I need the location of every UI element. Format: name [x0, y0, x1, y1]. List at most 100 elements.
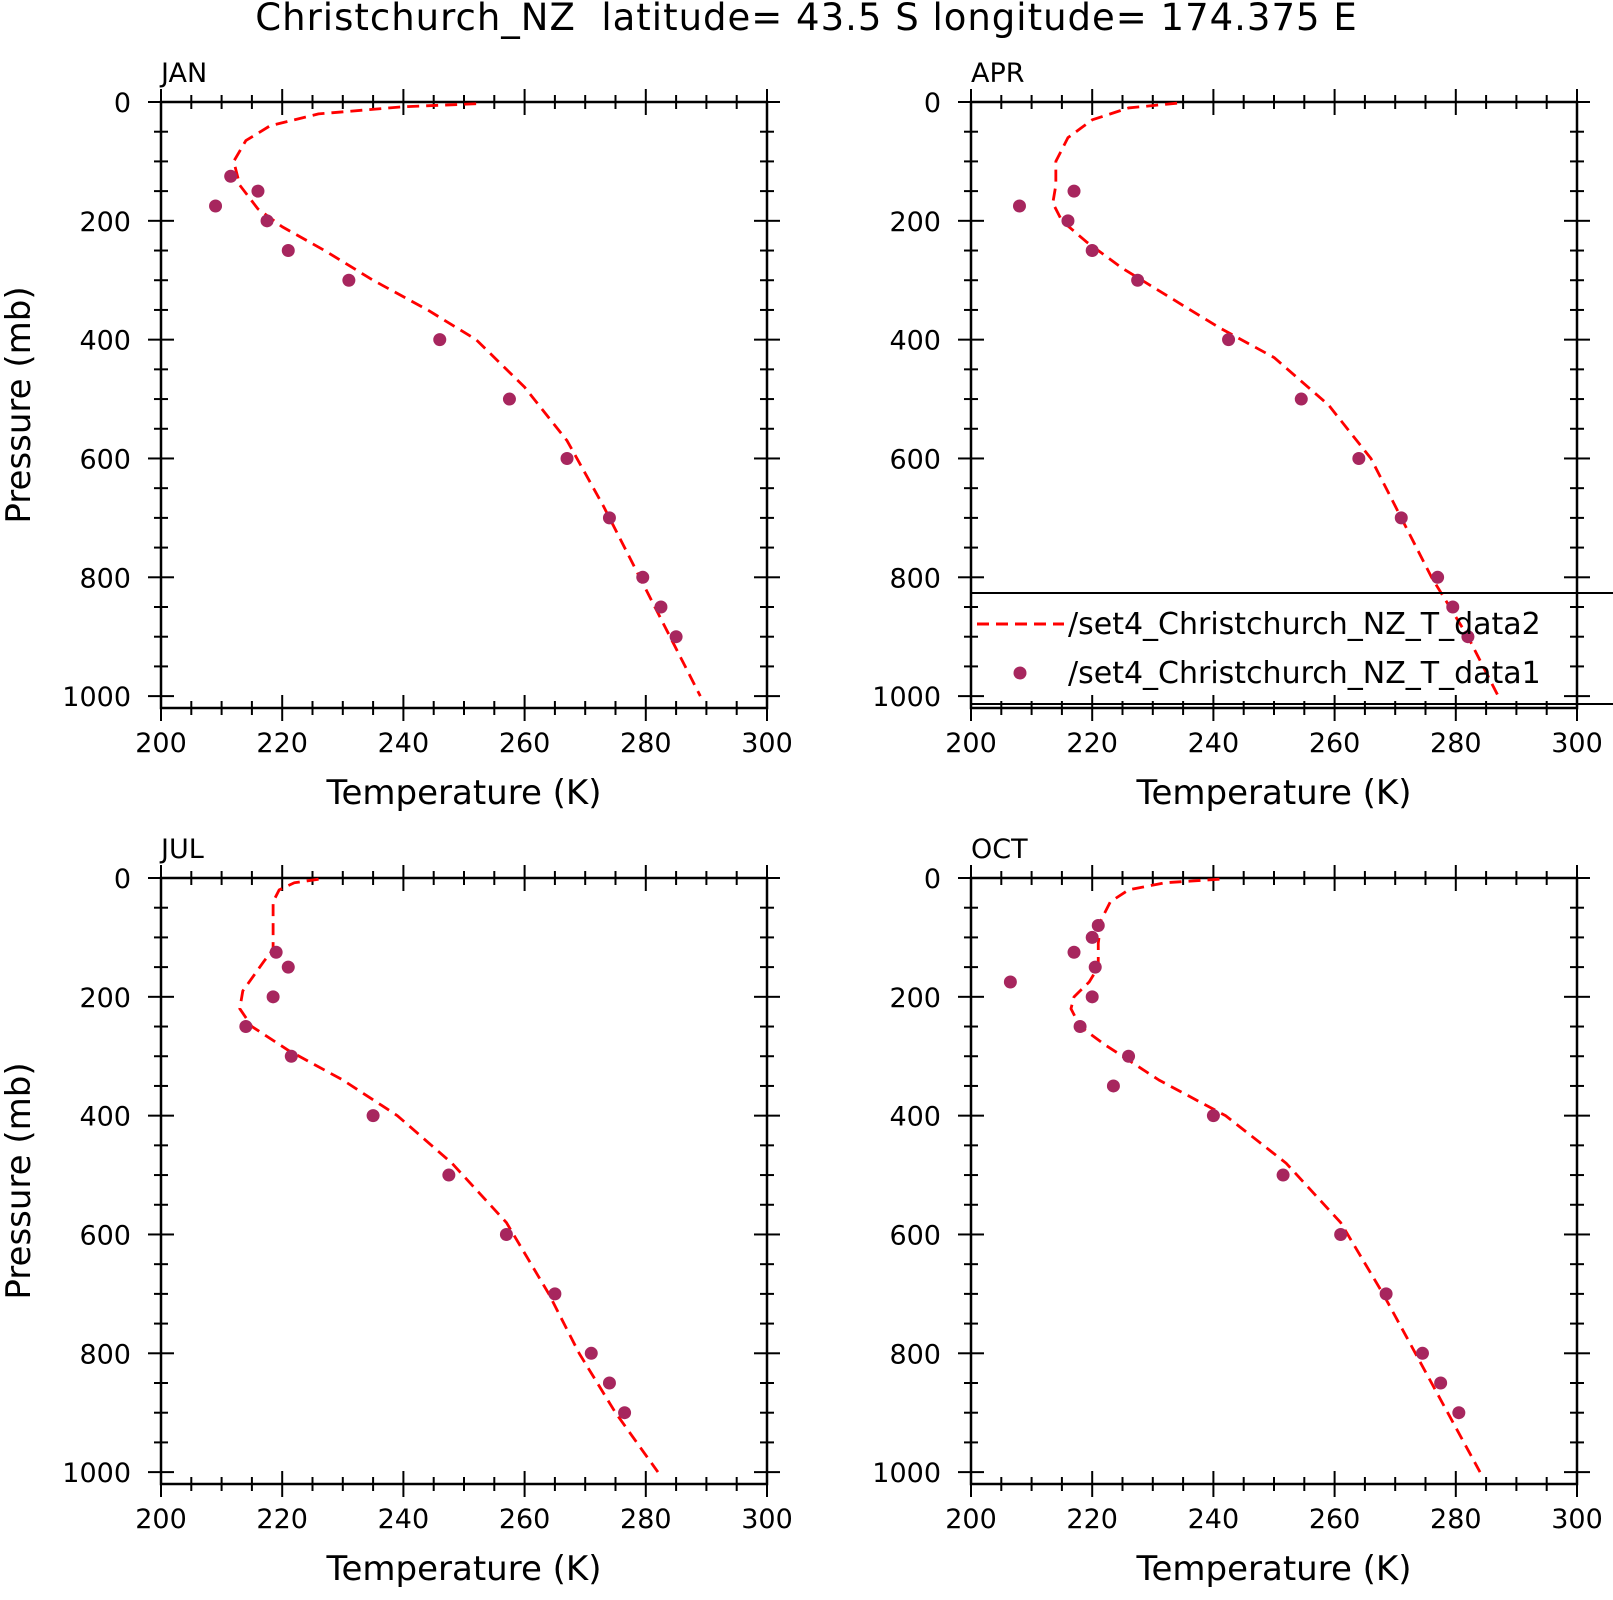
x-axis-title: Temperature (K): [325, 773, 601, 813]
obs-point: [1206, 1109, 1220, 1123]
obs-point: [284, 1049, 298, 1063]
x-axis-title: Temperature (K): [1135, 773, 1411, 813]
obs-point: [1091, 919, 1105, 933]
x-tick-label: 280: [620, 1504, 672, 1535]
panel-label: JAN: [159, 58, 207, 89]
obs-point: [1222, 333, 1236, 347]
legend-label: /set4_Christchurch_NZ_T_data1: [1068, 656, 1541, 691]
page-title: Christchurch_NZ latitude= 43.5 S longitu…: [255, 0, 1358, 39]
x-tick-label: 220: [256, 1504, 308, 1535]
obs-point: [1294, 392, 1308, 406]
obs-point: [1446, 600, 1460, 614]
y-tick-label: 800: [79, 563, 131, 594]
y-tick-label: 800: [79, 1339, 131, 1370]
x-tick-label: 240: [378, 728, 430, 759]
x-tick-label: 300: [741, 1504, 793, 1535]
y-tick-label: 0: [114, 88, 131, 119]
y-tick-label: 600: [79, 444, 131, 475]
obs-point: [1434, 1376, 1448, 1390]
x-tick-label: 300: [1551, 1504, 1603, 1535]
obs-point: [266, 990, 280, 1004]
y-tick-label: 200: [889, 207, 941, 238]
y-tick-label: 200: [79, 983, 131, 1014]
panel-apr: 200 220 240 260 280 300 0 200 400 600 800 1000 Tempe…: [872, 58, 1602, 813]
obs-point: [251, 184, 265, 198]
obs-point: [654, 600, 668, 614]
y-tick-label: 200: [889, 983, 941, 1014]
x-tick-label: 200: [945, 1504, 997, 1535]
y-tick-label: 1000: [62, 1458, 131, 1489]
obs-point: [239, 1020, 253, 1034]
model-profile-line: [232, 102, 702, 697]
obs-point: [1061, 214, 1075, 228]
panel-label: OCT: [971, 834, 1028, 865]
x-tick-label: 300: [741, 728, 793, 759]
x-tick-label: 200: [135, 728, 187, 759]
x-tick-label: 240: [1188, 1504, 1240, 1535]
legend-label: /set4_Christchurch_NZ_T_data2: [1068, 607, 1541, 642]
obs-point: [499, 1227, 513, 1241]
obs-point: [1131, 273, 1145, 287]
obs-point: [669, 630, 683, 644]
obs-point: [584, 1346, 598, 1360]
x-tick-label: 220: [256, 728, 308, 759]
obs-point: [1352, 451, 1366, 465]
obs-point: [1003, 975, 1017, 989]
y-tick-label: 800: [889, 563, 941, 594]
y-tick-label: 0: [924, 864, 941, 895]
obs-point: [224, 169, 238, 183]
y-tick-label: 600: [889, 444, 941, 475]
model-profile-line: [1069, 877, 1482, 1473]
obs-point: [560, 451, 574, 465]
y-axis-title: Pressure (mb): [0, 286, 39, 523]
x-tick-label: 280: [620, 728, 672, 759]
panel-jul: 200 220 240 260 280 300 0 200 400 600 800 1000 Tempe…: [0, 834, 793, 1589]
x-tick-label: 300: [1551, 728, 1603, 759]
x-axis-title: Temperature (K): [1135, 1549, 1411, 1589]
obs-point: [1452, 1406, 1466, 1420]
y-tick-label: 400: [889, 1102, 941, 1133]
plot-frame: [969, 876, 1579, 1486]
y-tick-label: 400: [79, 326, 131, 357]
y-tick-label: 1000: [872, 682, 941, 713]
obs-point: [342, 273, 356, 287]
panel-oct: 200 220 240 260 280 300 0 200 400 600 800 1000 Tempe…: [872, 834, 1602, 1589]
y-tick-label: 0: [114, 864, 131, 895]
y-tick-label: 1000: [872, 1458, 941, 1489]
y-tick-label: 800: [889, 1339, 941, 1370]
y-tick-label: 600: [889, 1220, 941, 1251]
x-tick-label: 260: [499, 1504, 551, 1535]
legend-marker-swatch: [1013, 666, 1027, 680]
panel-jan: 200 220 240 260 280 300 0 200 400 600 800 1000 Tempe…: [0, 58, 793, 813]
obs-point: [366, 1109, 380, 1123]
y-tick-label: 400: [79, 1102, 131, 1133]
obs-point: [281, 960, 295, 974]
obs-point: [260, 214, 274, 228]
x-tick-label: 260: [1309, 728, 1361, 759]
x-axis-title: Temperature (K): [325, 1549, 601, 1589]
obs-point: [636, 570, 650, 584]
obs-point: [548, 1287, 562, 1301]
obs-point: [1379, 1287, 1393, 1301]
x-tick-label: 240: [378, 1504, 430, 1535]
obs-point: [1276, 1168, 1290, 1182]
obs-point: [1067, 945, 1081, 959]
obs-point: [1461, 630, 1475, 644]
obs-point: [209, 199, 223, 213]
obs-point: [1334, 1227, 1348, 1241]
x-tick-label: 220: [1066, 728, 1118, 759]
obs-point: [1085, 244, 1099, 258]
obs-point: [1431, 570, 1445, 584]
obs-point: [281, 244, 295, 258]
obs-point: [442, 1168, 456, 1182]
y-axis-title: Pressure (mb): [0, 1062, 39, 1299]
obs-point: [269, 945, 283, 959]
obs-point: [1088, 960, 1102, 974]
x-tick-label: 260: [499, 728, 551, 759]
obs-point: [602, 1376, 616, 1390]
obs-point: [1415, 1346, 1429, 1360]
obs-point: [1012, 199, 1026, 213]
legend: /set4_Christchurch_NZ_T_data2/set4_Chris…: [970, 592, 1613, 705]
obs-point: [1106, 1079, 1120, 1093]
x-tick-label: 280: [1430, 1504, 1482, 1535]
